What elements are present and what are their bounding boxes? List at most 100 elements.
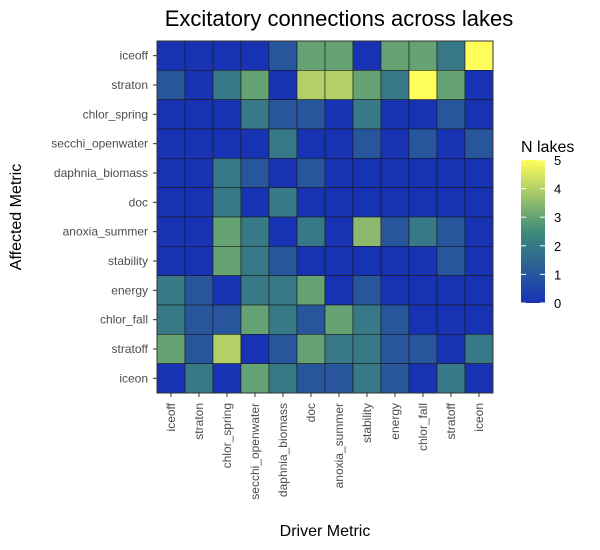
heatmap-cell-anoxia_summer-stability [352, 216, 382, 247]
heatmap-cell-energy-secchi_openwater [240, 275, 270, 306]
legend-colorbar [521, 160, 545, 303]
heatmap-cell-chlor_fall-daphnia_biomass [268, 304, 298, 335]
heatmap-cell-stability-anoxia_summer [324, 246, 354, 276]
heatmap-cell-daphnia_biomass-secchi_openwater [240, 158, 270, 188]
y-tick-label-straton: straton [111, 78, 148, 92]
heatmap-cell-stability-chlor_spring [212, 246, 242, 276]
heatmap-cell-energy-chlor_spring [212, 275, 242, 306]
heatmap-cell-stability-iceon [464, 246, 494, 276]
heatmap-cell-doc-chlor_spring [212, 187, 242, 218]
heatmap-cell-iceoff-daphnia_biomass [268, 40, 298, 71]
heatmap-cell-chlor_fall-doc [296, 304, 326, 335]
heatmap-cell-stratoff-iceoff [156, 334, 186, 364]
heatmap-cell-chlor_fall-iceoff [156, 304, 186, 335]
axis-ticks [153, 55, 480, 397]
y-tick-label-daphnia_biomass: daphnia_biomass [54, 166, 148, 180]
y-tick-label-doc: doc [129, 195, 148, 209]
heatmap-cell-chlor_fall-stability [352, 304, 382, 335]
heatmap-cell-straton-iceon [464, 70, 494, 100]
heatmap-cell-daphnia_biomass-iceoff [156, 158, 186, 188]
heatmap-cell-chlor_fall-stratoff [436, 304, 466, 335]
y-tick-label-chlor_spring: chlor_spring [83, 107, 148, 121]
heatmap-cell-stability-iceoff [156, 246, 186, 276]
heatmap-cell-chlor_fall-chlor_fall [408, 304, 438, 335]
heatmap-cell-straton-daphnia_biomass [268, 70, 298, 100]
heatmap-cell-stability-straton [184, 246, 214, 276]
heatmap-cell-chlor_spring-secchi_openwater [240, 99, 270, 130]
y-tick-label-stability: stability [108, 254, 148, 268]
heatmap-cell-secchi_openwater-straton [184, 128, 214, 159]
heatmap-cell-doc-stability [352, 187, 382, 218]
legend-tick-label: 3 [554, 210, 561, 225]
x-tick-label-straton: straton [192, 403, 206, 440]
heatmap-cell-chlor_spring-straton [184, 99, 214, 130]
y-axis-label: Affected Metric [8, 164, 25, 270]
heatmap-cell-iceon-chlor_spring [212, 363, 242, 394]
heatmap-cell-daphnia_biomass-stability [352, 158, 382, 188]
heatmap-cell-stability-stability [352, 246, 382, 276]
heatmap-cell-anoxia_summer-doc [296, 216, 326, 247]
heatmap-cell-anoxia_summer-chlor_fall [408, 216, 438, 247]
heatmap-cell-doc-chlor_fall [408, 187, 438, 218]
heatmap-cell-chlor_spring-stability [352, 99, 382, 130]
heatmap-cell-iceoff-doc [296, 40, 326, 71]
heatmap-cell-energy-daphnia_biomass [268, 275, 298, 306]
heatmap-cell-iceoff-stability [352, 40, 382, 71]
heatmap-cell-iceon-secchi_openwater [240, 363, 270, 394]
heatmap-cell-straton-chlor_fall [408, 70, 438, 100]
chart-title: Excitatory connections across lakes [165, 6, 514, 31]
heatmap-cell-straton-doc [296, 70, 326, 100]
heatmap-cell-anoxia_summer-energy [380, 216, 410, 247]
heatmap-cell-iceoff-chlor_fall [408, 40, 438, 71]
heatmap-cell-stratoff-daphnia_biomass [268, 334, 298, 364]
heatmap-cell-stratoff-secchi_openwater [240, 334, 270, 364]
heatmap-cell-doc-secchi_openwater [240, 187, 270, 218]
heatmap-cell-stratoff-doc [296, 334, 326, 364]
y-tick-label-anoxia_summer: anoxia_summer [63, 225, 148, 239]
heatmap-cell-stability-chlor_fall [408, 246, 438, 276]
heatmap-cell-stability-stratoff [436, 246, 466, 276]
heatmap-cell-anoxia_summer-stratoff [436, 216, 466, 247]
heatmap-cell-iceoff-iceoff [156, 40, 186, 71]
legend-tick-label: 4 [554, 182, 561, 197]
heatmap-cell-stability-secchi_openwater [240, 246, 270, 276]
heatmap-cell-iceon-daphnia_biomass [268, 363, 298, 394]
heatmap-cell-chlor_spring-stratoff [436, 99, 466, 130]
heatmap-cell-doc-energy [380, 187, 410, 218]
heatmap-cell-secchi_openwater-doc [296, 128, 326, 159]
heatmap-cell-daphnia_biomass-chlor_spring [212, 158, 242, 188]
heatmap-cell-secchi_openwater-iceoff [156, 128, 186, 159]
heatmap-cell-chlor_spring-energy [380, 99, 410, 130]
heatmap-cell-doc-daphnia_biomass [268, 187, 298, 218]
x-tick-label-daphnia_biomass: daphnia_biomass [276, 403, 290, 497]
heatmap-cell-daphnia_biomass-daphnia_biomass [268, 158, 298, 188]
heatmap-cell-iceoff-energy [380, 40, 410, 71]
heatmap-cell-daphnia_biomass-doc [296, 158, 326, 188]
y-tick-label-stratoff: stratoff [112, 342, 149, 356]
heatmap-cell-anoxia_summer-chlor_spring [212, 216, 242, 247]
heatmap-cell-chlor_fall-iceon [464, 304, 494, 335]
y-tick-label-chlor_fall: chlor_fall [100, 313, 148, 327]
heatmap-cell-chlor_fall-secchi_openwater [240, 304, 270, 335]
heatmap-cell-iceoff-secchi_openwater [240, 40, 270, 71]
legend-tick-label: 5 [554, 153, 561, 168]
heatmap-cell-secchi_openwater-iceon [464, 128, 494, 159]
heatmap-cell-iceon-stability [352, 363, 382, 394]
heatmap-cell-iceon-stratoff [436, 363, 466, 394]
heatmap-cell-anoxia_summer-anoxia_summer [324, 216, 354, 247]
heatmap-cell-daphnia_biomass-chlor_fall [408, 158, 438, 188]
heatmap-cell-stratoff-chlor_spring [212, 334, 242, 364]
heatmap-cell-iceon-straton [184, 363, 214, 394]
heatmap-cell-iceon-energy [380, 363, 410, 394]
x-tick-label-anoxia_summer: anoxia_summer [332, 403, 346, 488]
heatmap-cell-stratoff-chlor_fall [408, 334, 438, 364]
x-tick-label-chlor_spring: chlor_spring [220, 403, 234, 468]
x-tick-label-doc: doc [304, 403, 318, 422]
heatmap-cell-chlor_fall-straton [184, 304, 214, 335]
heatmap-cell-straton-secchi_openwater [240, 70, 270, 100]
y-tick-label-energy: energy [111, 283, 148, 297]
heatmap-cell-anoxia_summer-secchi_openwater [240, 216, 270, 247]
heatmap-cell-chlor_fall-anoxia_summer [324, 304, 354, 335]
heatmap-cell-doc-anoxia_summer [324, 187, 354, 218]
heatmap-cell-secchi_openwater-secchi_openwater [240, 128, 270, 159]
